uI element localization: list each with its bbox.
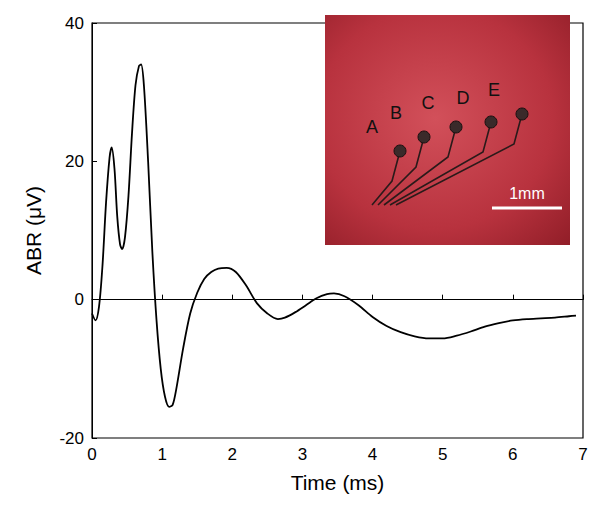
svg-text:1: 1	[157, 445, 166, 464]
svg-text:6: 6	[508, 445, 517, 464]
svg-text:40: 40	[65, 14, 84, 33]
svg-text:B: B	[390, 103, 402, 123]
svg-text:A: A	[366, 117, 378, 137]
svg-text:ABR (μV): ABR (μV)	[22, 186, 45, 275]
svg-text:3: 3	[298, 445, 307, 464]
svg-text:C: C	[422, 93, 435, 113]
svg-text:-20: -20	[59, 429, 84, 448]
svg-text:5: 5	[438, 445, 447, 464]
svg-text:2: 2	[228, 445, 237, 464]
svg-text:Time (ms): Time (ms)	[291, 471, 385, 494]
svg-text:0: 0	[75, 290, 84, 309]
svg-text:4: 4	[368, 445, 377, 464]
svg-text:0: 0	[87, 445, 96, 464]
svg-text:E: E	[488, 80, 500, 100]
svg-text:D: D	[457, 88, 470, 108]
svg-text:20: 20	[65, 152, 84, 171]
svg-text:7: 7	[578, 445, 587, 464]
svg-text:1mm: 1mm	[509, 185, 545, 202]
